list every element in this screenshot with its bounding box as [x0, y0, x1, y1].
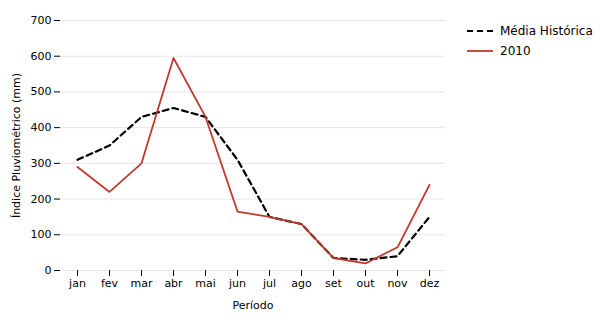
svg-text:200: 200: [31, 193, 52, 206]
html-text:2010: 2010: [500, 44, 531, 58]
svg-text:jun: jun: [228, 277, 246, 290]
svg-text:mai: mai: [195, 277, 216, 290]
svg-text:Período: Período: [232, 299, 273, 312]
svg-text:abr: abr: [164, 277, 183, 290]
svg-text:jul: jul: [262, 277, 276, 290]
svg-text:set: set: [325, 277, 342, 290]
svg-text:jan: jan: [68, 277, 86, 290]
svg-text:nov: nov: [387, 277, 408, 290]
html-text:Média Histórica: Média Histórica: [500, 24, 593, 38]
svg-text:500: 500: [31, 85, 52, 98]
svg-text:out: out: [356, 277, 375, 290]
svg-text:dez: dez: [420, 277, 440, 290]
svg-text:100: 100: [31, 228, 52, 241]
svg-text:Índice Pluviométrico (mm): Índice Pluviométrico (mm): [10, 73, 23, 218]
svg-text:700: 700: [31, 14, 52, 27]
svg-text:0: 0: [45, 264, 52, 277]
svg-text:mar: mar: [131, 277, 153, 290]
svg-text:fev: fev: [101, 277, 119, 290]
svg-text:400: 400: [31, 121, 52, 134]
svg-text:600: 600: [31, 50, 52, 63]
svg-text:300: 300: [31, 157, 52, 170]
svg-text:ago: ago: [291, 277, 312, 290]
